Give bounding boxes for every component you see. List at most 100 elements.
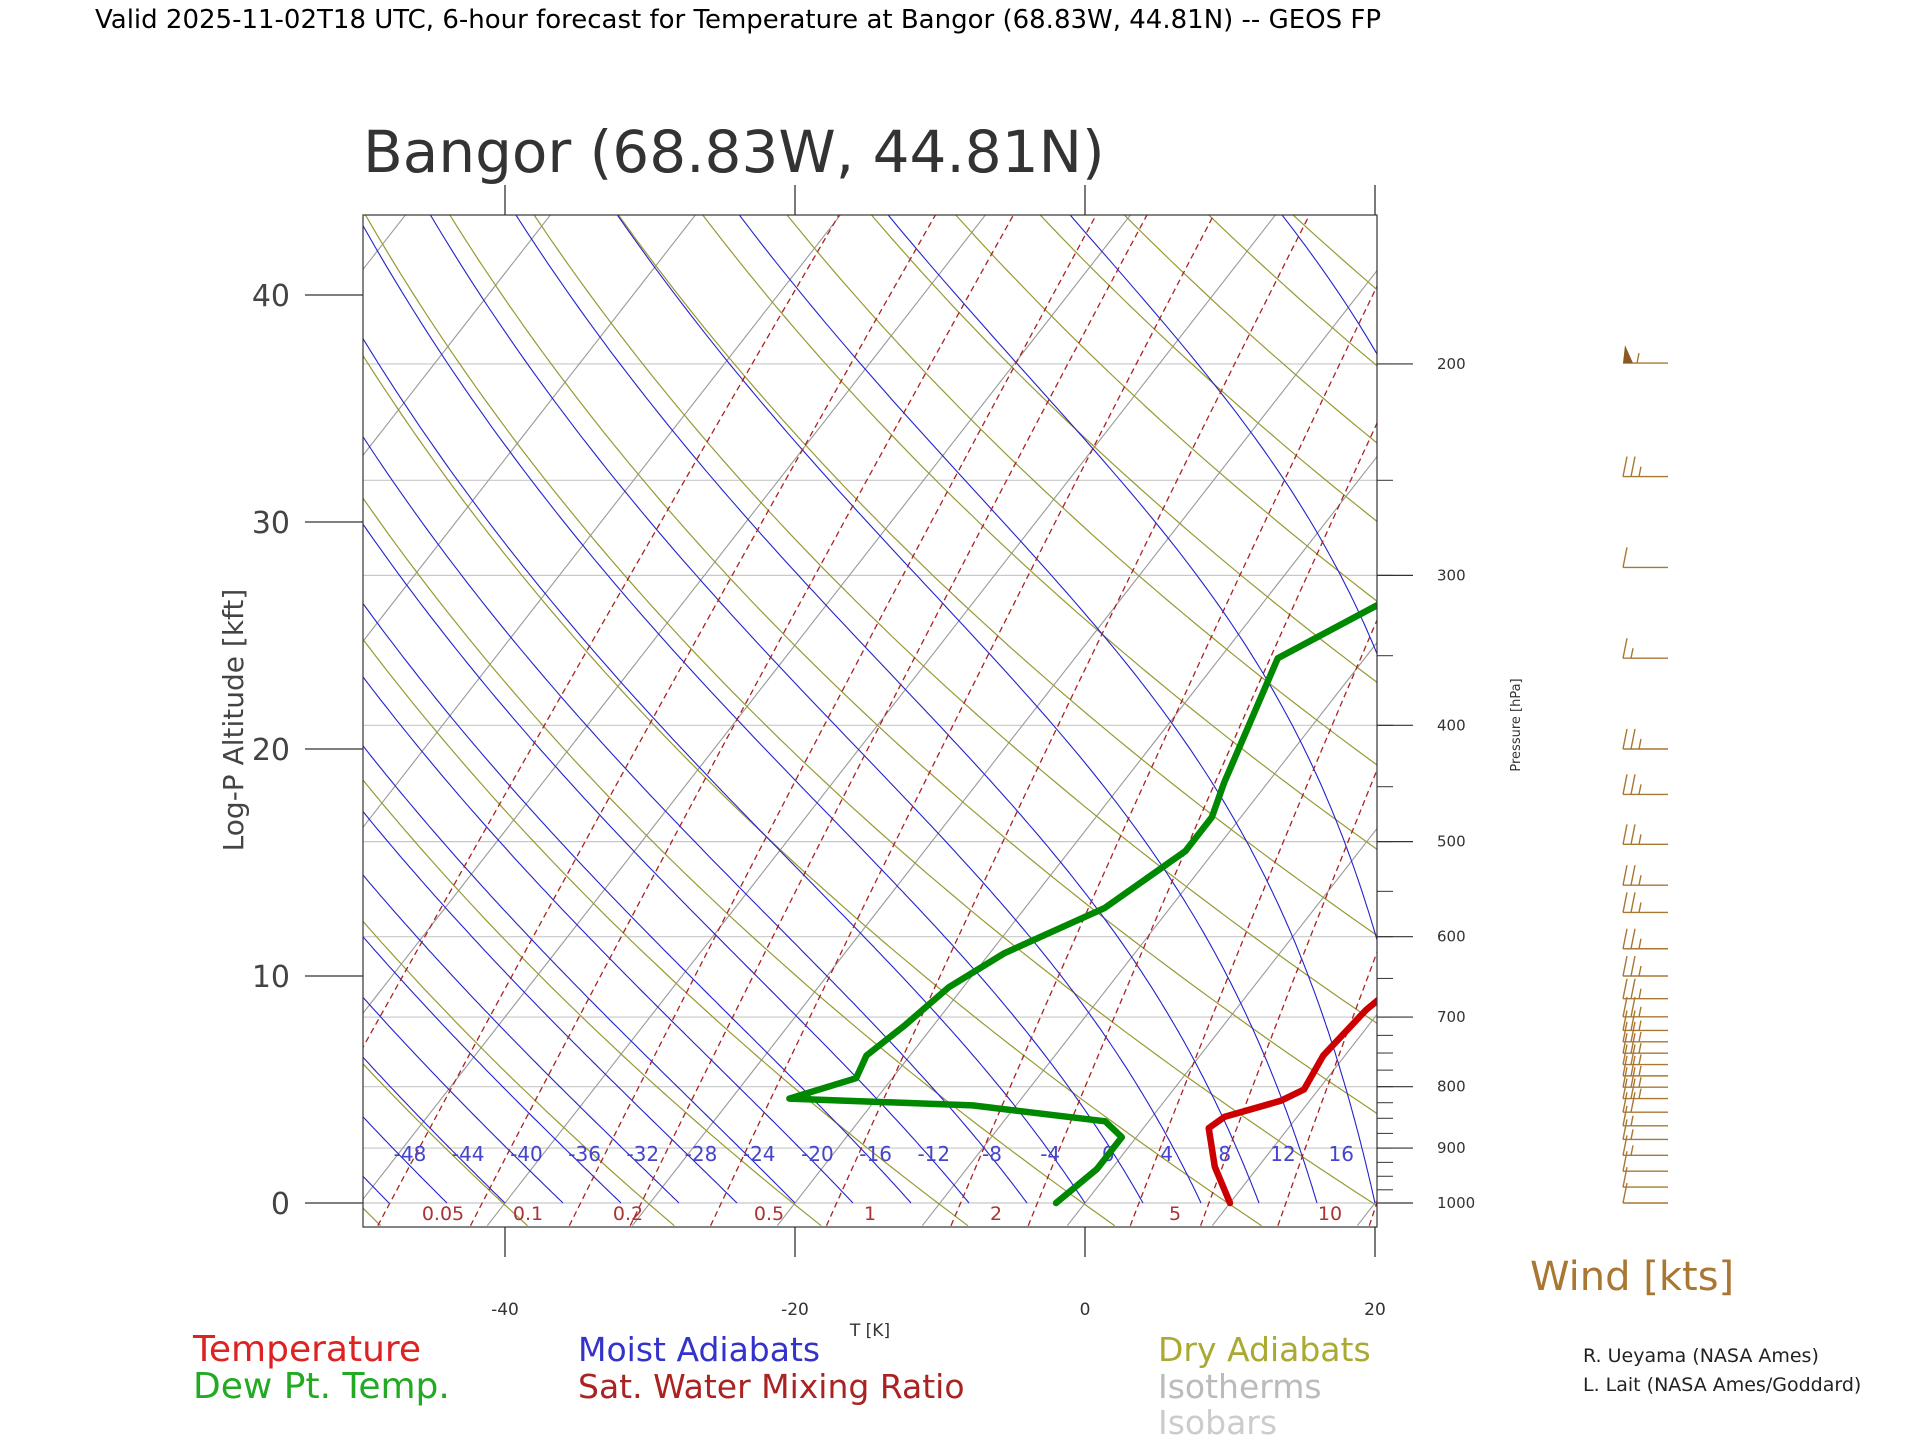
p-tick-label: 300 <box>1437 566 1466 584</box>
moist-adiabat-line <box>616 215 1318 1204</box>
moist-adiabat-label: -16 <box>859 1142 892 1166</box>
mixing-ratio-line <box>469 215 1015 1226</box>
dry-adiabat-line <box>363 1062 528 1227</box>
mixing-ratio-line <box>1661 204 1920 1225</box>
wind-barb <box>1622 928 1668 950</box>
dry-adiabat-line <box>363 779 822 1227</box>
mixing-ratio-line <box>1605 204 1920 1225</box>
moist-adiabat-label: 4 <box>1160 1142 1173 1166</box>
moist-adiabat-label: -4 <box>1040 1142 1060 1166</box>
moist-adiabat-label: -40 <box>510 1142 543 1166</box>
isotherm-line <box>1502 204 1920 1225</box>
moist-adiabat-label: -48 <box>394 1142 427 1166</box>
isotherm-line <box>921 641 1377 1227</box>
page-header: Valid 2025-11-02T18 UTC, 6-hour forecast… <box>95 5 1381 35</box>
wind-barbs <box>1622 345 1668 1204</box>
wind-barb <box>1622 456 1668 478</box>
x-axis: -40 -20 0 20 <box>491 185 1386 1320</box>
mixing-ratio-label: 0.1 <box>513 1203 543 1225</box>
mixing-ratio-line <box>1436 204 1807 1225</box>
wind-barb <box>1622 1010 1668 1032</box>
pressure-axis-label: Pressure [hPa] <box>1509 678 1524 771</box>
moist-adiabat-label: 12 <box>1270 1142 1295 1166</box>
x-axis-label: T [K] <box>849 1321 890 1341</box>
mixing-ratio-labels: 0.05 0.1 0.2 0.5 1 2 5 10 <box>422 1203 1342 1225</box>
wind-barb <box>1622 996 1668 1018</box>
moist-adiabat-label: -28 <box>685 1142 718 1166</box>
mixing-ratio-line <box>363 215 840 1049</box>
dry-adiabat-line <box>363 354 1262 1227</box>
legend-isobars: Isobars <box>1158 1403 1277 1440</box>
moist-adiabat-line <box>363 337 1086 1204</box>
wind-barb <box>1622 1119 1668 1141</box>
moist-adiabat-label: -20 <box>801 1142 834 1166</box>
wind-barb <box>1622 1021 1668 1043</box>
mixing-ratio-label: 5 <box>1169 1203 1181 1225</box>
x-tick-label: 0 <box>1080 1300 1091 1320</box>
dry-adiabat-line <box>786 215 1377 766</box>
p-tick-label: 200 <box>1437 355 1466 373</box>
p-tick-label: 400 <box>1437 716 1466 734</box>
isotherm-line <box>1066 827 1377 1227</box>
mixing-ratio-label: 1 <box>864 1203 876 1225</box>
x-tick-label: -20 <box>781 1300 809 1320</box>
mixing-ratio-line <box>1027 421 1377 1226</box>
dry-adiabat-line <box>364 215 1377 1207</box>
moist-adiabat-lines <box>363 215 1377 1204</box>
moist-adiabat-line <box>429 215 1202 1204</box>
moist-adiabat-label: -24 <box>743 1142 776 1166</box>
moist-adiabat-label: -44 <box>452 1142 485 1166</box>
wind-barb <box>1622 547 1668 569</box>
dry-adiabat-line <box>1039 215 1377 523</box>
moist-adiabat-line <box>363 935 622 1204</box>
wind-barb <box>1622 1135 1668 1157</box>
dry-adiabat-line <box>1533 204 1920 1225</box>
p-tick-label: 800 <box>1437 1078 1466 1096</box>
moist-adiabat-label: 16 <box>1328 1142 1353 1166</box>
mixing-ratio-line <box>1199 768 1377 1226</box>
credit-line-1: R. Ueyama (NASA Ames) <box>1583 1345 1819 1367</box>
wind-barb <box>1622 728 1668 750</box>
legend-dewpoint: Dew Pt. Temp. <box>193 1366 450 1407</box>
chart-title: Bangor (68.83W, 44.81N) <box>363 118 1105 186</box>
mixing-ratio-line <box>950 284 1377 1226</box>
dry-adiabat-line <box>363 920 675 1227</box>
wind-barb <box>1622 824 1668 846</box>
dry-adiabat-line <box>0 204 234 1225</box>
y-axis-label: Log-P Altitude [kft] <box>217 589 250 852</box>
moist-adiabat-label: -12 <box>917 1142 950 1166</box>
dry-adiabat-line <box>617 215 1377 937</box>
moist-adiabat-label: 8 <box>1218 1142 1231 1166</box>
wind-barb <box>1622 1151 1668 1172</box>
dry-adiabat-lines <box>0 204 1920 1227</box>
p-tick-label: 500 <box>1437 833 1466 851</box>
mixing-ratio-lines <box>363 204 1920 1227</box>
y-tick-label: 10 <box>252 960 290 995</box>
dry-adiabat-line <box>870 215 1377 684</box>
p-tick-label: 700 <box>1437 1008 1466 1026</box>
wind-barb <box>1622 892 1668 914</box>
mixing-ratio-line <box>377 215 937 1227</box>
moist-adiabat-line <box>1281 215 1377 356</box>
mixing-ratio-line <box>1129 618 1377 1226</box>
wind-barb <box>1622 1033 1668 1054</box>
dry-adiabat-line <box>702 215 1377 851</box>
series-lines <box>786 601 1377 1207</box>
series-line-temperature <box>1205 996 1377 1207</box>
wind-barb <box>1622 638 1668 659</box>
x-tick-label: 20 <box>1364 1300 1386 1320</box>
moist-adiabat-line <box>363 523 970 1204</box>
moist-adiabat-line <box>363 996 564 1204</box>
wind-barb <box>1622 1044 1668 1066</box>
moist-adiabat-line <box>363 676 854 1204</box>
isotherm-line <box>363 215 552 457</box>
mixing-ratio-line <box>825 215 1311 1226</box>
wind-label: Wind [kts] <box>1530 1254 1734 1300</box>
dry-adiabat-line <box>449 215 1377 1115</box>
p-tick-label: 1000 <box>1437 1194 1475 1212</box>
moist-adiabat-label: -36 <box>568 1142 601 1166</box>
wind-barb <box>1622 1055 1668 1077</box>
wind-barb <box>1622 865 1668 886</box>
x-tick-label: -40 <box>491 1300 519 1320</box>
moist-adiabat-line <box>887 215 1377 942</box>
